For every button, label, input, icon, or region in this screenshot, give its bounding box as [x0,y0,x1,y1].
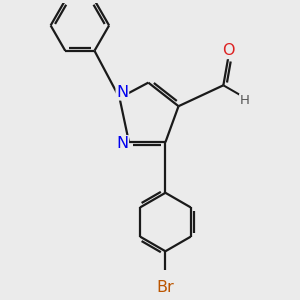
Text: Br: Br [157,280,174,296]
Text: H: H [240,94,250,107]
Text: N: N [116,136,128,151]
Text: N: N [116,85,128,100]
Text: O: O [222,44,235,59]
